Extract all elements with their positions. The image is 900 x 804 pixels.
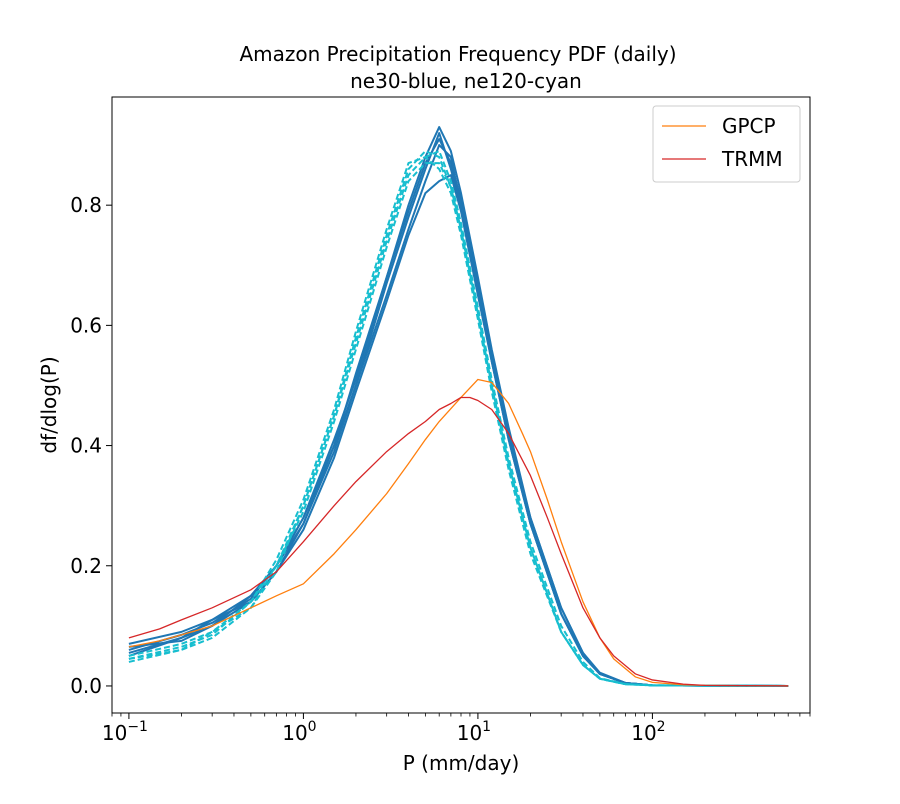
axis-ticks: 0.0 0.2 0.4 0.6 0.8 10−1 100 101 102: [70, 193, 811, 745]
plot-frame: [111, 96, 811, 714]
x-axis-label: P (mm/day): [403, 751, 520, 775]
chart-subtitle: ne30-blue, ne120-cyan: [350, 69, 582, 93]
y-tick-label: 0.4: [70, 434, 102, 458]
series-line-ne120-run-1: [128, 150, 789, 687]
legend-box: [652, 105, 801, 183]
series-line-ne30-run-5: [128, 126, 789, 687]
y-axis-label: df/dlog(P): [37, 356, 61, 453]
legend-label-trmm: TRMM: [721, 147, 783, 171]
x-tick-label: 101: [457, 719, 491, 745]
legend-label-gpcp: GPCP: [722, 114, 776, 138]
series-line-trmm: [128, 396, 789, 687]
series-lines: [128, 126, 789, 687]
y-tick-label: 0.0: [70, 674, 102, 698]
series-line-ne120-run-3: [128, 162, 789, 687]
chart-title: Amazon Precipitation Frequency PDF (dail…: [239, 42, 676, 66]
series-line-ne120-run-2: [128, 156, 789, 687]
x-tick-label: 102: [631, 719, 665, 745]
y-tick-label: 0.2: [70, 554, 102, 578]
x-tick-label: 100: [282, 719, 316, 745]
x-tick-label: 10−1: [102, 719, 148, 745]
y-tick-label: 0.6: [70, 313, 102, 337]
legend: GPCP TRMM: [652, 105, 801, 183]
series-line-ne120-run-4: [128, 150, 789, 687]
y-tick-label: 0.8: [70, 193, 102, 217]
series-line-gpcp: [128, 378, 789, 687]
